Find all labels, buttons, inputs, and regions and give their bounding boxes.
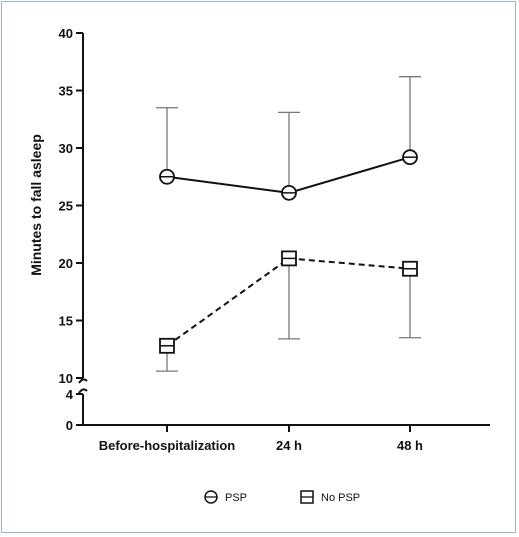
y-tick-label: 10 xyxy=(59,371,73,386)
y-tick-label: 25 xyxy=(59,199,73,214)
y-tick-label: 15 xyxy=(59,314,73,329)
data-point xyxy=(402,260,418,277)
y-tick-label: 20 xyxy=(59,256,73,271)
legend: PSP No PSP xyxy=(204,490,360,504)
legend-label: PSP xyxy=(225,492,247,504)
y-tick-label: 35 xyxy=(59,84,73,99)
data-point xyxy=(281,184,297,201)
data-point xyxy=(402,149,418,166)
y-axis-title: Minutes to fall asleep xyxy=(28,134,44,276)
data-point xyxy=(159,337,175,354)
tick-labels: 10 15 20 25 30 35 40 0 4 Before-hospitalization 24… xyxy=(59,26,424,453)
y-tick-label: 40 xyxy=(59,26,73,41)
y-tick-label: 30 xyxy=(59,141,73,156)
error-bars xyxy=(156,76,421,372)
legend-item: PSP xyxy=(204,490,247,504)
line-chart: 10 15 20 25 30 35 40 0 4 Before-hospitalization 24… xyxy=(28,26,490,504)
y-tick-label: 0 xyxy=(66,418,73,433)
x-tick-label: 48 h xyxy=(397,438,423,453)
legend-item: No PSP xyxy=(300,490,360,504)
x-tick-label: Before-hospitalization xyxy=(99,438,236,453)
axis-break-top xyxy=(78,378,88,384)
series-markers xyxy=(159,149,418,354)
chart-axes xyxy=(76,32,490,432)
legend-label: No PSP xyxy=(321,492,360,504)
axis-break-bottom xyxy=(78,388,88,394)
y-tick-label: 4 xyxy=(66,387,74,402)
data-point xyxy=(281,250,297,267)
x-tick-label: 24 h xyxy=(276,438,302,453)
data-point xyxy=(159,168,175,185)
